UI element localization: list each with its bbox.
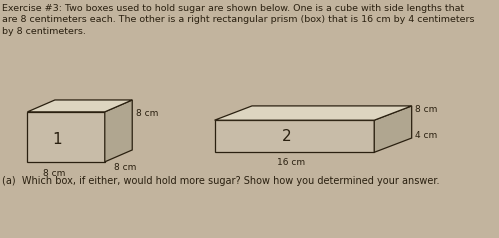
Text: 8 cm: 8 cm [43, 169, 66, 178]
Text: 2: 2 [281, 129, 291, 144]
Text: 16 cm: 16 cm [277, 158, 305, 167]
Polygon shape [105, 100, 132, 162]
Polygon shape [374, 106, 412, 152]
Text: 1: 1 [52, 132, 62, 147]
Polygon shape [27, 112, 105, 162]
Text: by 8 centimeters.: by 8 centimeters. [2, 27, 86, 36]
Polygon shape [215, 106, 412, 120]
Text: (a)  Which box, if either, would hold more sugar? Show how you determined your a: (a) Which box, if either, would hold mor… [2, 176, 440, 186]
Text: Exercise #3: Two boxes used to hold sugar are shown below. One is a cube with si: Exercise #3: Two boxes used to hold suga… [2, 4, 465, 13]
Text: are 8 centimeters each. The other is a right rectangular prism (box) that is 16 : are 8 centimeters each. The other is a r… [2, 15, 475, 25]
Polygon shape [215, 120, 374, 152]
Text: 4 cm: 4 cm [415, 131, 438, 140]
Polygon shape [27, 100, 132, 112]
Text: 8 cm: 8 cm [415, 105, 438, 114]
Text: 8 cm: 8 cm [136, 109, 158, 118]
Text: 8 cm: 8 cm [114, 163, 137, 172]
